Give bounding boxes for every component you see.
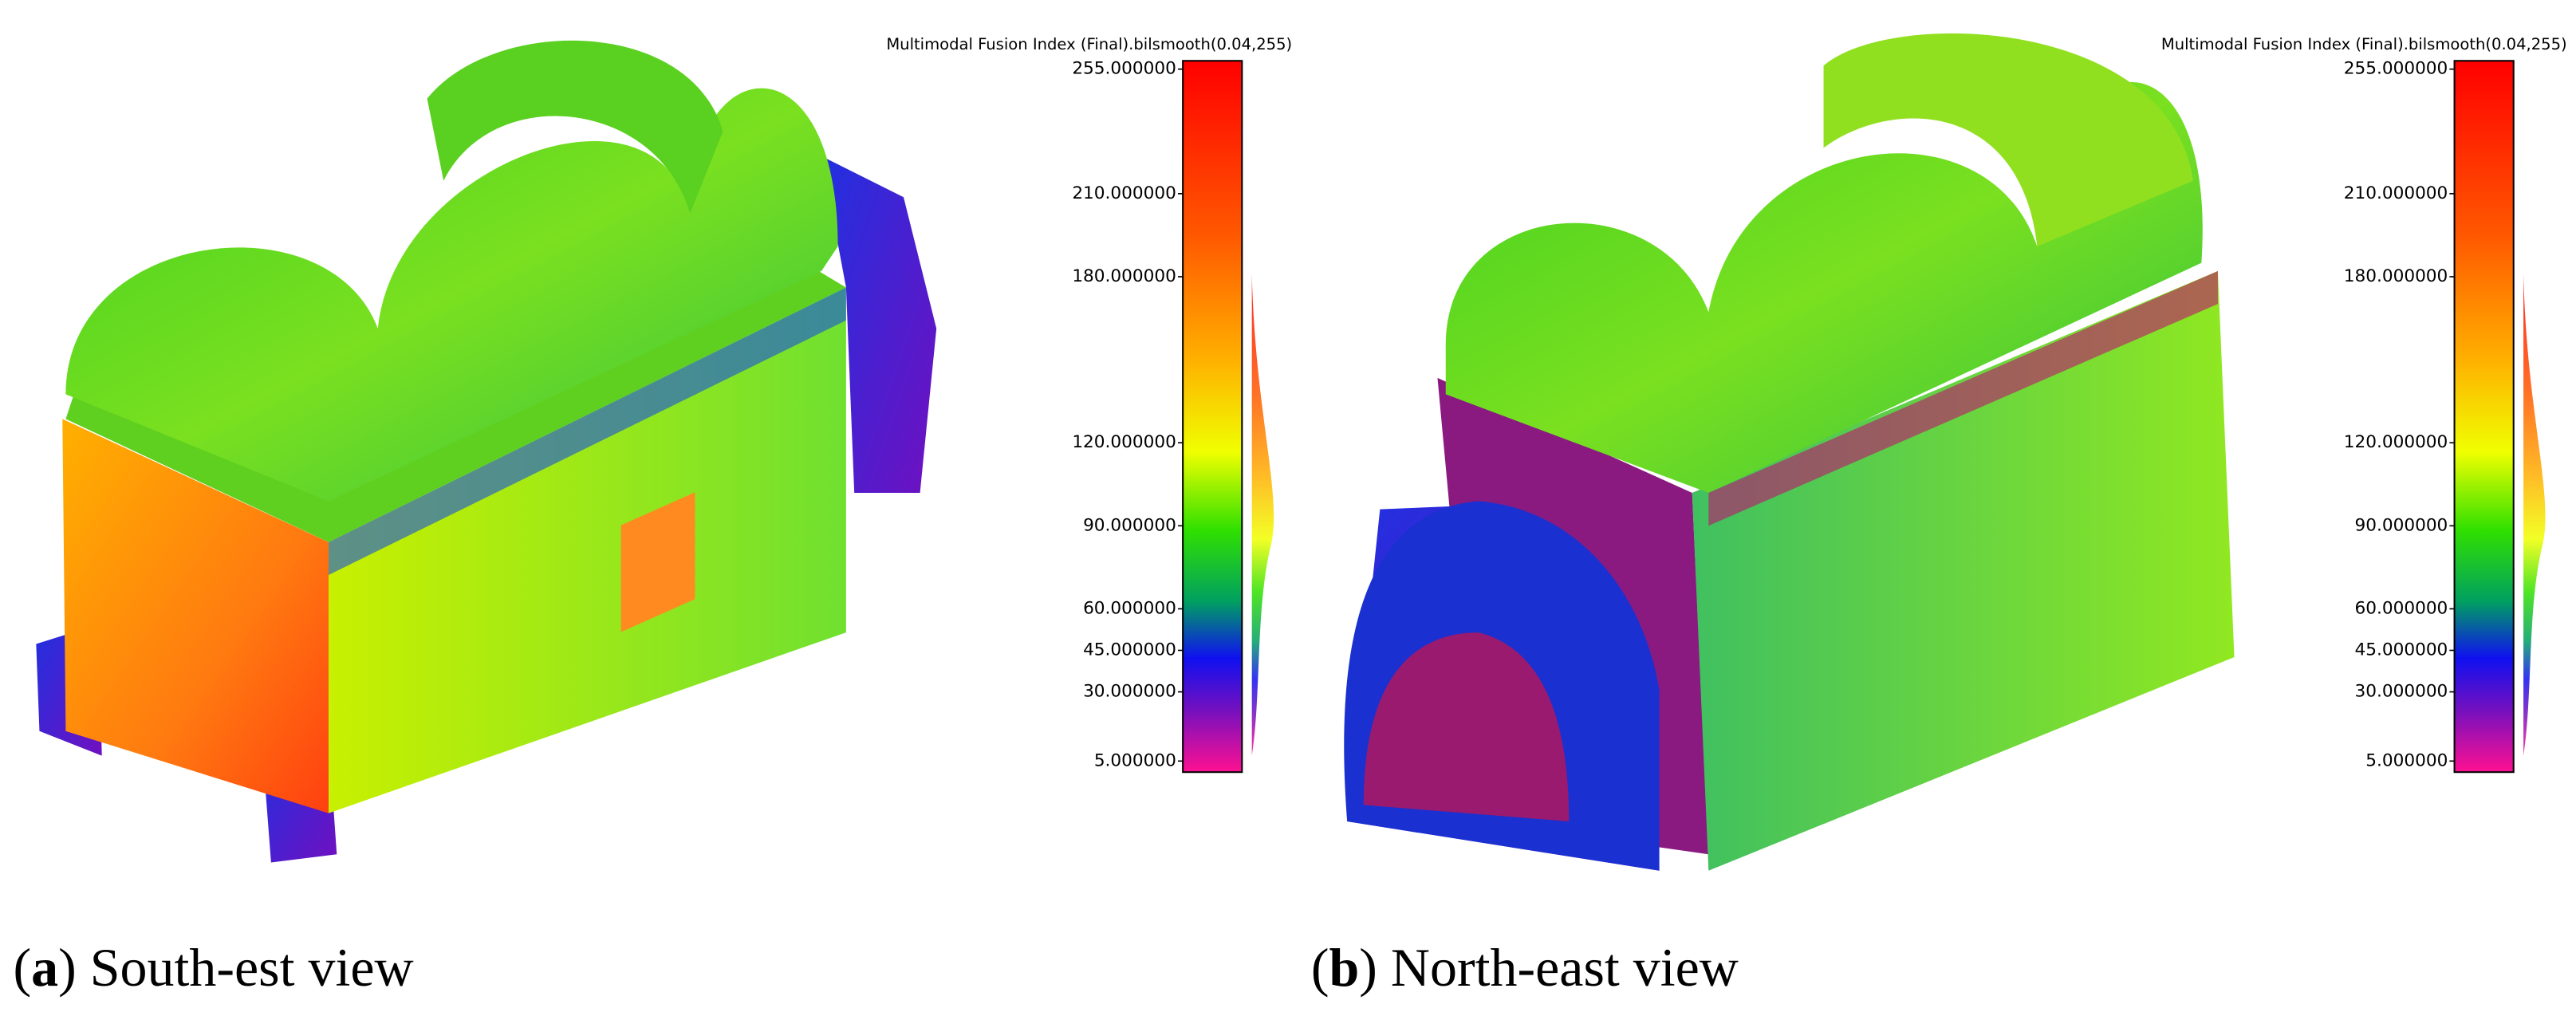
- point-cloud-b: [1344, 33, 2235, 871]
- colorbar-histogram: [1251, 274, 1274, 756]
- colorbar-title: Multimodal Fusion Index (Final).bilsmoot…: [886, 35, 1292, 53]
- colorbar: [1182, 60, 1243, 774]
- colorbar-tick-label: 45.000000: [2354, 640, 2448, 660]
- colorbar-histogram: [2523, 274, 2546, 756]
- colorbar-tick-label: 255.000000: [2344, 59, 2448, 79]
- colorbar-tick-label: 180.000000: [2344, 266, 2448, 286]
- colorbar-tick-label: 255.000000: [1072, 59, 1176, 79]
- colorbar-tick-label: 60.000000: [1083, 598, 1176, 618]
- caption-text: ) South-est view: [58, 937, 414, 998]
- caption-text: ) North-east view: [1359, 937, 1739, 998]
- colorbar-tick-label: 5.000000: [1094, 750, 1176, 770]
- colorbar-tick-label: 90.000000: [1083, 515, 1176, 535]
- colorbar-tick-label: 180.000000: [1072, 266, 1176, 286]
- caption: (a) South-est view: [13, 937, 413, 998]
- colorbar-tick-label: 60.000000: [2354, 598, 2448, 618]
- colorbar: [2453, 60, 2515, 774]
- colorbar-title: Multimodal Fusion Index (Final).bilsmoot…: [2161, 35, 2567, 53]
- colorbar-tick-label: 30.000000: [1083, 682, 1176, 702]
- colorbar-tick-label: 5.000000: [2365, 750, 2448, 770]
- caption-label: a: [31, 937, 58, 998]
- colorbar-tick-label: 120.000000: [2344, 432, 2448, 452]
- colorbar-tick-label: 210.000000: [1072, 183, 1176, 203]
- colorbar-tick-label: 45.000000: [1083, 640, 1176, 660]
- caption: (b) North-east view: [1311, 937, 1739, 998]
- colorbar-tick-label: 90.000000: [2354, 515, 2448, 535]
- colorbar-tick-label: 30.000000: [2354, 682, 2448, 702]
- caption-text: (: [13, 937, 31, 998]
- caption-label: b: [1329, 937, 1359, 998]
- colorbar-tick-label: 120.000000: [1072, 432, 1176, 452]
- point-cloud-a: [36, 40, 937, 863]
- colorbar-tick-label: 210.000000: [2344, 183, 2448, 203]
- caption-text: (: [1311, 937, 1329, 998]
